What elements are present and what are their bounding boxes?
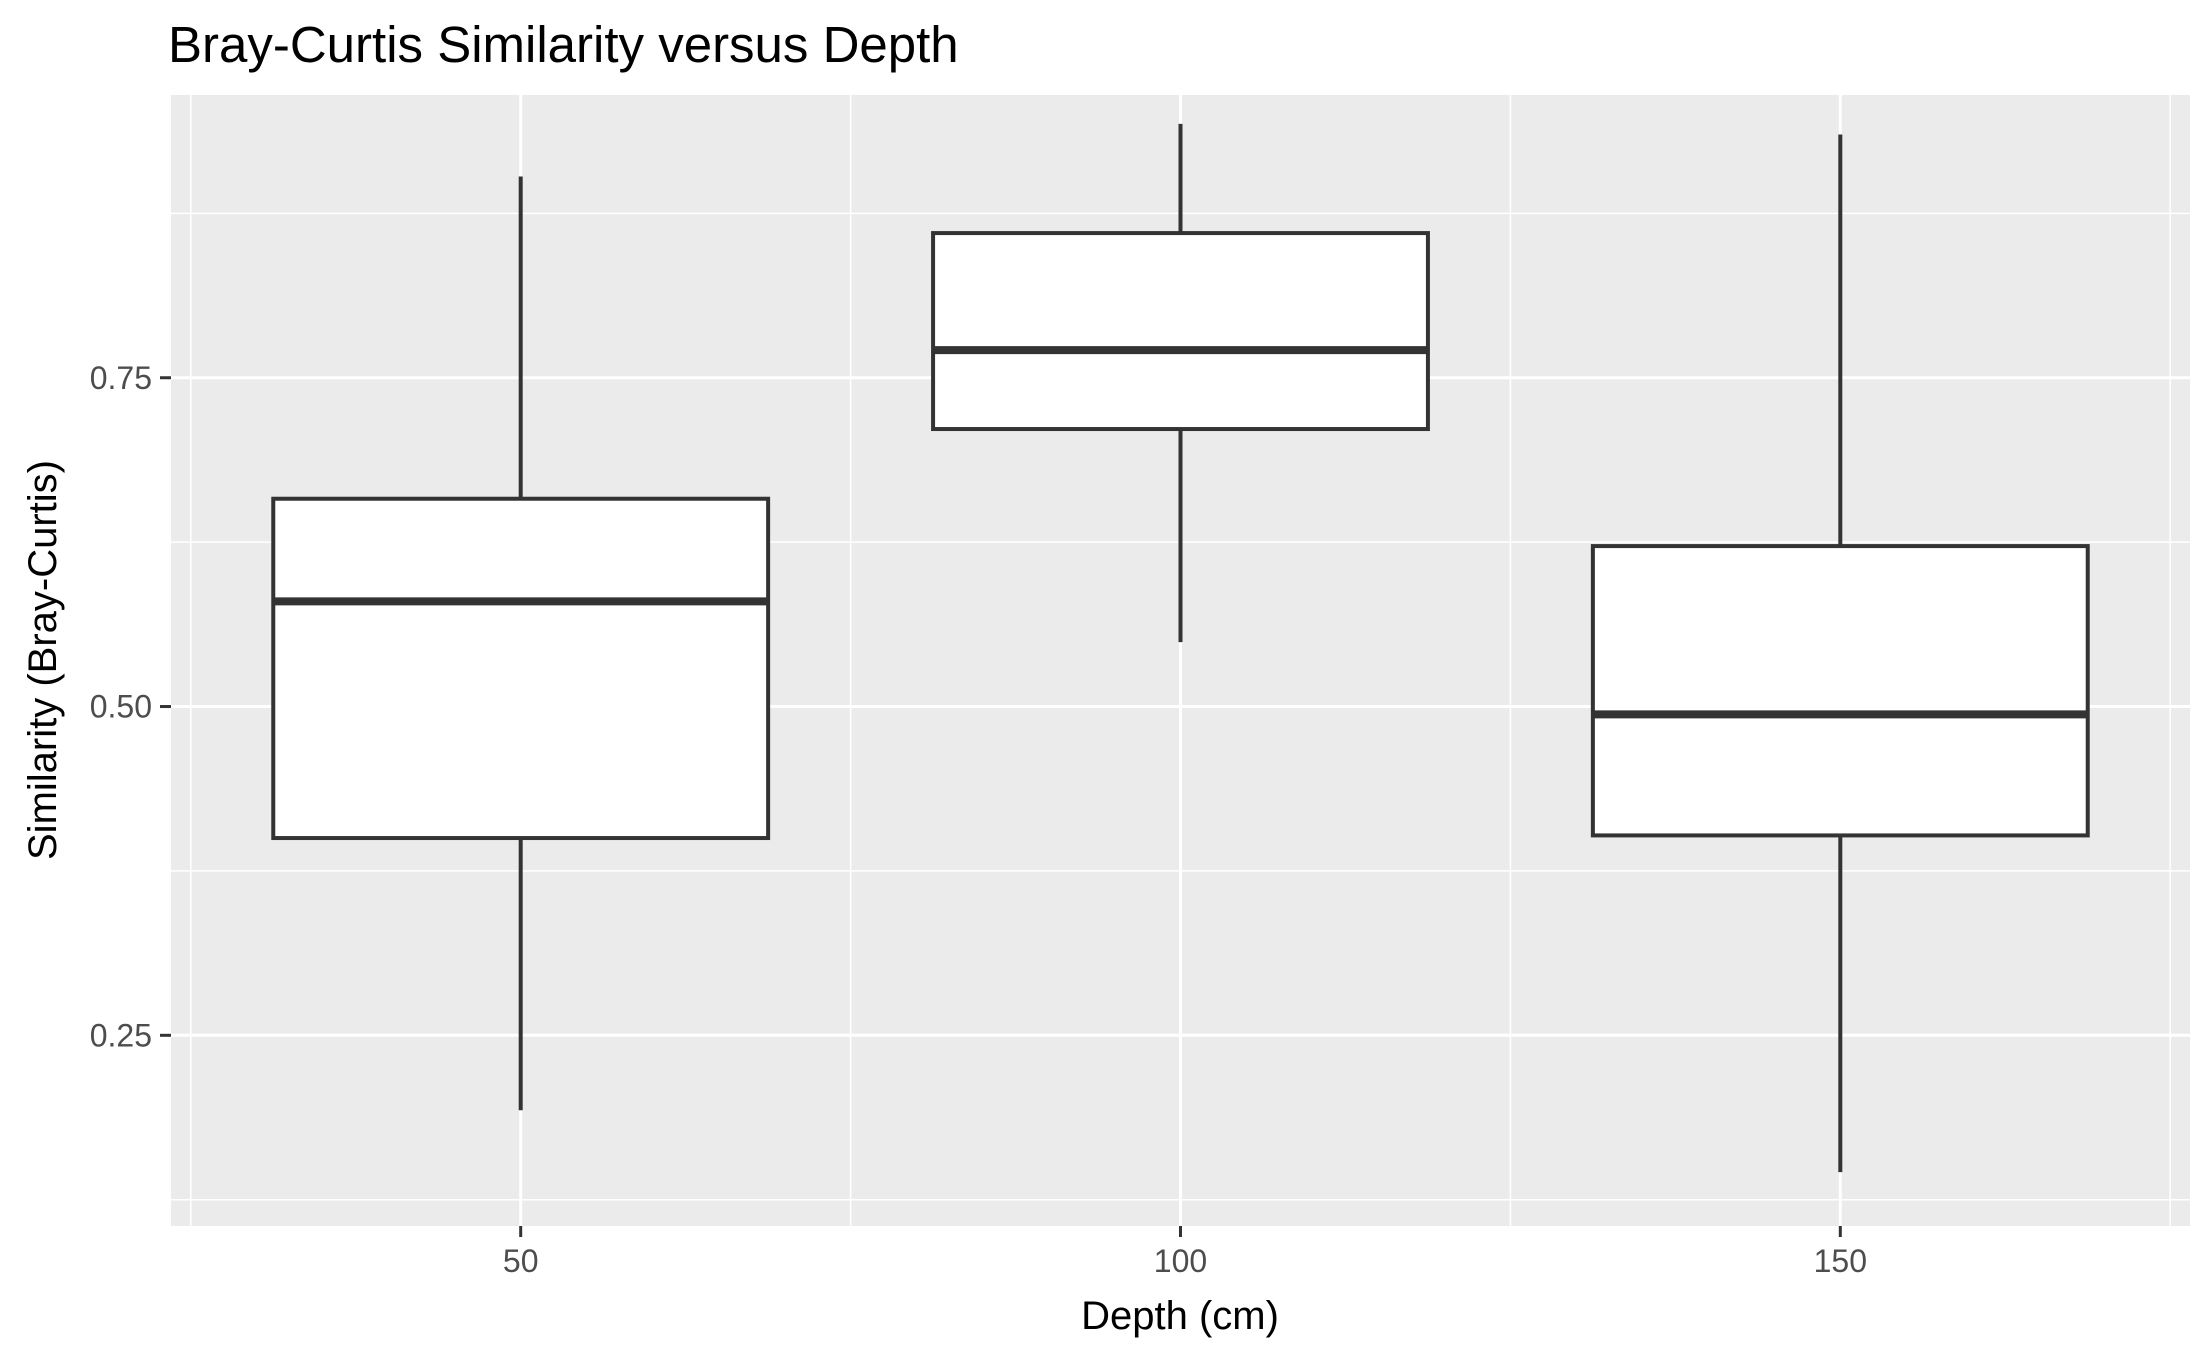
- iqr-box: [931, 231, 1430, 432]
- y-tick-label: 0.75: [90, 360, 152, 396]
- y-axis-title: Similarity (Bray-Curtis): [21, 460, 65, 860]
- box-group: [931, 123, 1430, 643]
- box-group: [1590, 134, 2090, 1173]
- box-group: [271, 176, 771, 1111]
- iqr-box: [1590, 544, 2090, 838]
- x-axis-title: Depth (cm): [1081, 1294, 1279, 1338]
- x-tick-label: 150: [1814, 1243, 1867, 1279]
- iqr-box: [271, 496, 771, 841]
- y-tick-label: 0.25: [90, 1017, 152, 1053]
- chart-title: Bray-Curtis Similarity versus Depth: [168, 16, 959, 73]
- y-tick-label: 0.50: [90, 689, 152, 725]
- x-tick-label: 50: [503, 1243, 539, 1279]
- box-series: [271, 123, 2090, 1173]
- y-axis: 0.25 0.50 0.75: [90, 360, 171, 1053]
- x-tick-label: 100: [1154, 1243, 1207, 1279]
- x-axis: 50 100 150: [503, 1226, 1867, 1279]
